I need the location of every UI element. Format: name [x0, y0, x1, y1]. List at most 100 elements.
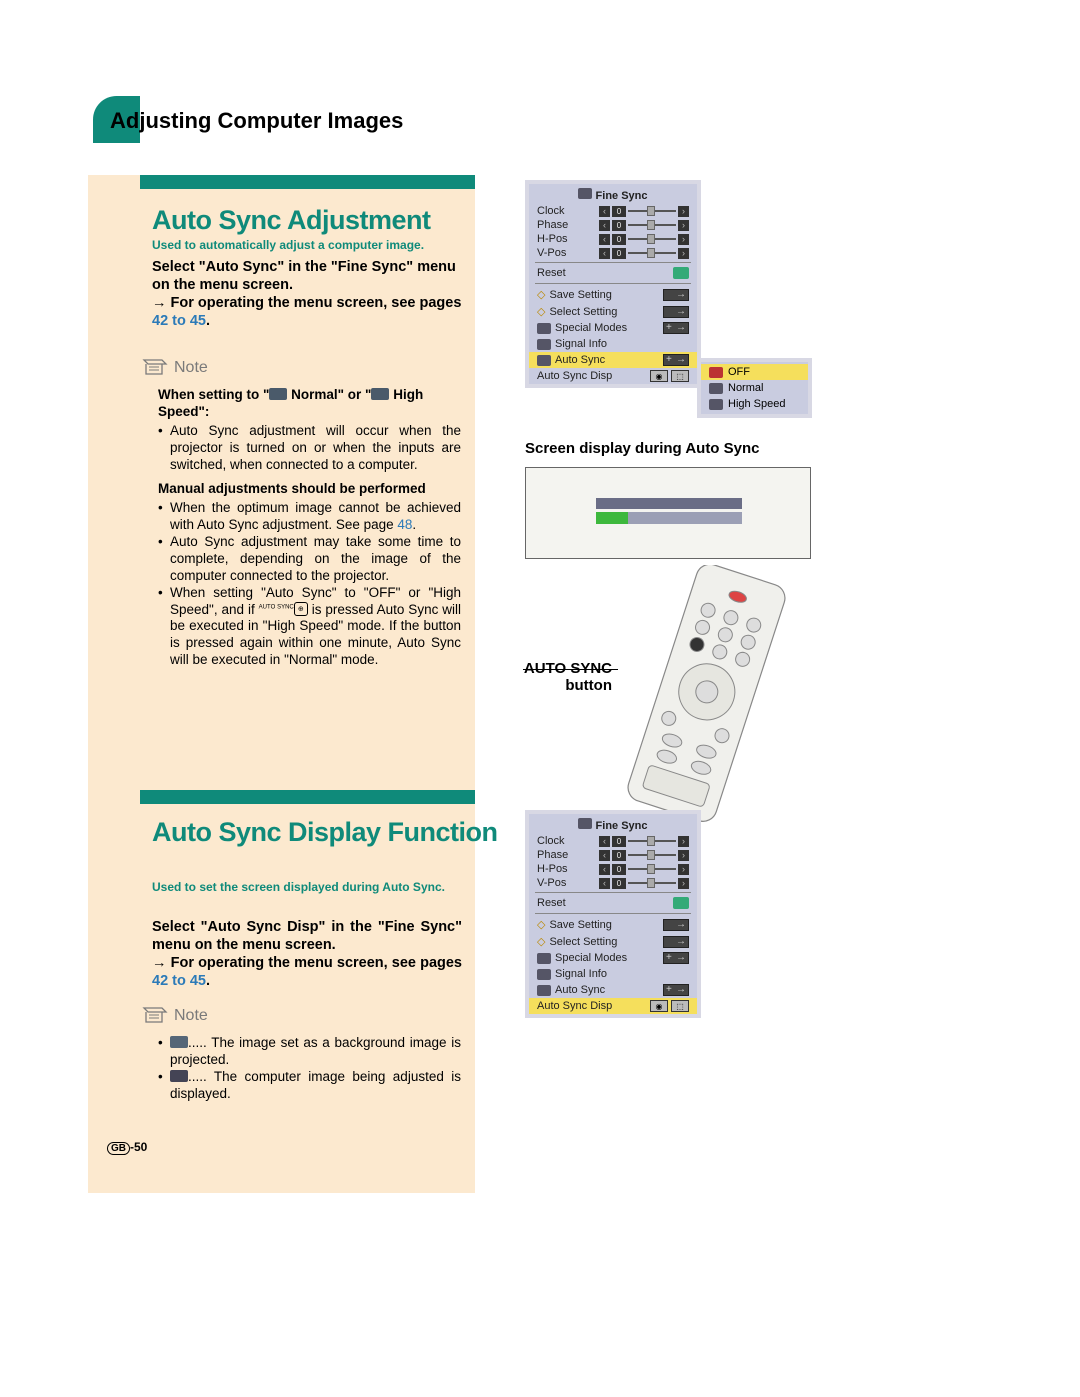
- save-label: Save Setting: [549, 289, 611, 301]
- menu1-phase-row[interactable]: Phase‹0›: [529, 218, 697, 232]
- autosyncdisp-label: Auto Sync Disp: [537, 1000, 612, 1012]
- remote-control-illustration: [590, 565, 825, 825]
- menu2-reset-row[interactable]: Reset: [529, 895, 697, 911]
- section2-instr-post: .: [206, 973, 210, 989]
- note-block-2: Note ..... The image set as a background…: [140, 1005, 475, 1111]
- section2-instruction: Select "Auto Sync Disp" in the "Fine Syn…: [152, 918, 462, 991]
- phase-value: 0: [612, 220, 626, 231]
- menu1-signal-row[interactable]: Signal Info: [529, 336, 697, 352]
- disp-pair-icons: ◉⬚: [650, 370, 689, 382]
- signal-icon: [537, 969, 551, 980]
- menu1-autosync-row[interactable]: Auto Sync: [529, 352, 697, 368]
- submenu-off[interactable]: OFF: [701, 364, 808, 380]
- menu2-clock-row[interactable]: Clock ‹0›: [529, 834, 697, 848]
- hpos-label: H-Pos: [537, 863, 593, 875]
- submenu-highspeed[interactable]: High Speed: [701, 396, 808, 412]
- note1-b2-pre: When the optimum image cannot be achieve…: [170, 500, 461, 532]
- submenu-normal-label: Normal: [728, 382, 763, 394]
- note1-page-ref[interactable]: 48: [397, 517, 412, 532]
- autosync-icon: [537, 985, 551, 996]
- submenu-off-label: OFF: [728, 366, 750, 378]
- autosync-small-label: AUTO SYNC: [259, 604, 294, 610]
- clock-label: Clock: [537, 835, 593, 847]
- menu1-special-row[interactable]: Special Modes: [529, 320, 697, 336]
- menu1-select-row[interactable]: ◇Select Setting: [529, 303, 697, 320]
- menu1-save-row[interactable]: ◇Save Setting: [529, 286, 697, 303]
- section-divider-1: [140, 175, 475, 189]
- select-label: Select Setting: [549, 306, 617, 318]
- page-title: Adjusting Computer Images: [110, 108, 403, 134]
- section1-instruction: Select "Auto Sync" in the "Fine Sync" me…: [152, 258, 462, 331]
- section2-title: Auto Sync Display Function: [152, 818, 498, 846]
- note1-bullet3: Auto Sync adjustment may take some time …: [158, 534, 461, 585]
- reset-label: Reset: [537, 897, 566, 909]
- note1-b2-post: .: [412, 517, 416, 532]
- arrow-plus-icon: [663, 952, 689, 964]
- clock-value: 0: [612, 836, 626, 847]
- menu2-autosyncdisp-row[interactable]: Auto Sync Disp◉⬚: [529, 998, 697, 1014]
- menu2-autosync-row[interactable]: Auto Sync: [529, 982, 697, 998]
- submenu-normal[interactable]: Normal: [701, 380, 808, 396]
- note1-bullet2: When the optimum image cannot be achieve…: [158, 500, 461, 534]
- arrow-icon: [663, 936, 689, 948]
- arrow-plus-icon: [663, 322, 689, 334]
- signal-label: Signal Info: [555, 338, 607, 350]
- phase-value: 0: [612, 850, 626, 861]
- pencil-note-icon: [140, 1005, 170, 1027]
- hpos-slider[interactable]: ‹0›: [599, 234, 689, 244]
- page-header: Adjusting Computer Images: [110, 108, 403, 134]
- special-icon: [537, 323, 551, 334]
- menu1-clock-row[interactable]: Clock ‹0›: [529, 204, 697, 218]
- normal-mode-icon: [269, 388, 287, 400]
- phase-slider[interactable]: ‹0›: [599, 220, 689, 230]
- vpos-slider[interactable]: ‹0›: [599, 248, 689, 258]
- hpos-value: 0: [612, 234, 626, 245]
- progress-label-bar: [596, 498, 742, 509]
- note1-bullet1: Auto Sync adjustment will occur when the…: [158, 423, 461, 474]
- section1-instr-pre: → For operating the menu screen, see pag…: [152, 295, 461, 311]
- menu1-vpos-row[interactable]: V-Pos‹0›: [529, 246, 697, 260]
- clock-slider[interactable]: ‹0›: [599, 836, 689, 846]
- clock-label: Clock: [537, 205, 593, 217]
- phase-slider[interactable]: ‹0›: [599, 850, 689, 860]
- highspeed-mode-icon: [371, 388, 389, 400]
- section2-page-ref[interactable]: 42 to 45: [152, 973, 206, 989]
- fine-sync-menu-1: Fine Sync Clock‹0› Phase‹0› H-Pos‹0› V-P…: [525, 180, 701, 388]
- menu2-signal-row[interactable]: Signal Info: [529, 966, 697, 982]
- save-label: Save Setting: [549, 919, 611, 931]
- menu2-vpos-row[interactable]: V-Pos‹0›: [529, 876, 697, 890]
- hpos-label: H-Pos: [537, 233, 593, 245]
- note1-heading2: Manual adjustments should be performed: [158, 481, 461, 498]
- note1-content: When setting to " Normal" or " High Spee…: [140, 387, 475, 669]
- menu2-special-row[interactable]: Special Modes: [529, 950, 697, 966]
- page-number-prefix: GB: [107, 1142, 130, 1155]
- menu1-hpos-row[interactable]: H-Pos ‹0›: [529, 232, 697, 246]
- section2-instr-pre: → For operating the menu screen, see pag…: [152, 955, 462, 971]
- autosync-label: Auto Sync: [555, 354, 605, 366]
- pencil-note-icon: [140, 357, 170, 379]
- menu1-reset-row[interactable]: Reset: [529, 265, 697, 281]
- menu2-hpos-row[interactable]: H-Pos ‹0›: [529, 862, 697, 876]
- signal-icon: [537, 339, 551, 350]
- page-number: GB-50: [107, 1140, 147, 1155]
- hpos-slider[interactable]: ‹0›: [599, 864, 689, 874]
- menu2-select-row[interactable]: ◇Select Setting: [529, 933, 697, 950]
- section-divider-2: [140, 790, 475, 804]
- signal-label: Signal Info: [555, 968, 607, 980]
- note2-header: Note: [140, 1005, 475, 1027]
- fine-sync-menu-2: Fine Sync Clock‹0› Phase‹0› H-Pos‹0› V-P…: [525, 810, 701, 1018]
- vpos-value: 0: [612, 878, 626, 889]
- reset-icon: [673, 897, 689, 909]
- special-label: Special Modes: [555, 322, 627, 334]
- vpos-slider[interactable]: ‹0›: [599, 878, 689, 888]
- vpos-value: 0: [612, 248, 626, 259]
- menu2-save-row[interactable]: ◇Save Setting: [529, 916, 697, 933]
- menu1-autosyncdisp-row[interactable]: Auto Sync Disp◉⬚: [529, 368, 697, 384]
- section1-page-ref[interactable]: 42 to 45: [152, 313, 206, 329]
- menu2-phase-row[interactable]: Phase‹0›: [529, 848, 697, 862]
- bg-image-icon: [170, 1036, 188, 1048]
- hpos-value: 0: [612, 864, 626, 875]
- highspeed-icon: [709, 399, 723, 410]
- clock-slider[interactable]: ‹0›: [599, 206, 689, 216]
- select-label: Select Setting: [549, 936, 617, 948]
